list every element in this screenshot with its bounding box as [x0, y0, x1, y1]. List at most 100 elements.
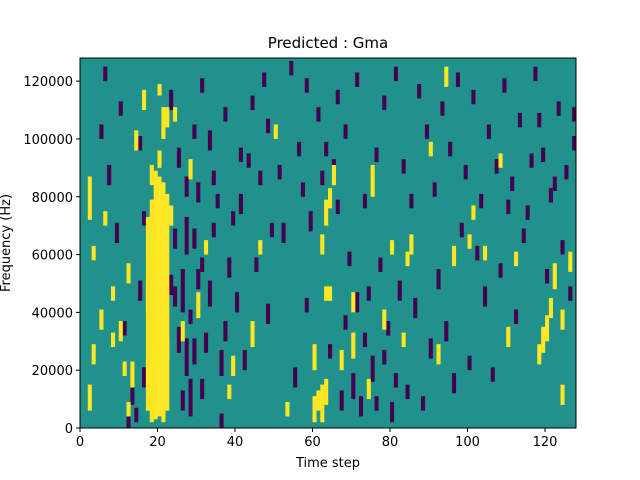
heatmap-cell-low [169, 89, 174, 111]
heatmap-cell-high [366, 378, 371, 400]
heatmap-cell-high [370, 164, 375, 197]
heatmap-cell-low [308, 211, 313, 232]
heatmap-cell-low [517, 112, 522, 128]
heatmap-cell-low [343, 124, 348, 139]
heatmap-cell-high [328, 188, 333, 209]
heatmap-cell-low [479, 193, 484, 209]
heatmap-cell-high [514, 251, 519, 267]
heatmap-cell-high [157, 150, 162, 168]
heatmap-cell-low [103, 66, 108, 82]
x-tick-label: 80 [382, 435, 399, 450]
heatmap-plot-area [79, 57, 577, 429]
heatmap-cell-high [165, 193, 170, 411]
heatmap-cell-high [165, 338, 170, 359]
heatmap-cell-high [339, 349, 344, 371]
heatmap-cell-low [475, 245, 480, 261]
heatmap-cell-low [269, 222, 274, 238]
y-tick-label: 80000 [32, 191, 73, 206]
heatmap-cell-low [390, 401, 395, 423]
heatmap-cell-low [455, 72, 460, 87]
heatmap-cell-high [320, 234, 325, 255]
heatmap-cell-low [180, 269, 185, 313]
heatmap-cell-high [165, 107, 170, 128]
heatmap-cell-low [510, 176, 515, 191]
heatmap-cell-high [173, 107, 178, 122]
heatmap-cell-high [560, 384, 565, 405]
heatmap-cell-high [161, 222, 166, 249]
heatmap-cell-high [382, 309, 387, 330]
heatmap-cell-low [242, 349, 247, 371]
heatmap-cell-low [211, 222, 216, 238]
heatmap-cell-low [459, 222, 464, 238]
heatmap-cell-low [448, 141, 453, 157]
heatmap-cell-low [207, 280, 212, 307]
heatmap-cell-low [374, 147, 379, 163]
heatmap-cell-low [231, 211, 236, 226]
heatmap-cell-low [572, 136, 577, 151]
heatmap-cell-low [436, 269, 441, 290]
heatmap-cell-high [126, 263, 131, 284]
heatmap-cell-low [118, 101, 123, 116]
y-tick-label: 120000 [23, 75, 73, 90]
heatmap-cell-low [304, 297, 309, 313]
heatmap-cell-low [266, 303, 271, 324]
heatmap-cell-low [211, 170, 216, 186]
heatmap-cell-low [452, 373, 457, 394]
heatmap-cell-low [254, 257, 259, 272]
x-tick-label: 20 [149, 435, 166, 450]
heatmap-cell-low [393, 373, 398, 388]
heatmap-cell-high [204, 240, 209, 255]
heatmap-cell-high [401, 332, 406, 348]
heatmap-cell-high [134, 130, 139, 151]
heatmap-cell-low [176, 147, 181, 168]
heatmap-cell-low [173, 286, 178, 307]
heatmap-cell-low [192, 338, 197, 365]
heatmap-cell-low [537, 112, 542, 128]
heatmap-cell-low [250, 95, 255, 111]
heatmap-cell-low [405, 384, 410, 400]
heatmap-cell-low [281, 222, 286, 243]
heatmap-cell-high [560, 309, 565, 330]
heatmap-cell-low [134, 407, 139, 423]
heatmap-cell-low [300, 182, 305, 197]
heatmap-cell-low [219, 349, 224, 376]
heatmap-cell-low [204, 332, 209, 353]
heatmap-cell-low [126, 413, 131, 428]
heatmap-cell-high [409, 234, 414, 255]
heatmap-cell-high [142, 89, 147, 111]
heatmap-cell-low [355, 292, 360, 313]
heatmap-cell-low [200, 78, 205, 93]
heatmap-cell-high [331, 164, 336, 186]
heatmap-cell-low [238, 147, 243, 163]
heatmap-cell-low [176, 326, 181, 353]
heatmap-cell-high [320, 384, 325, 423]
heatmap-cell-low [328, 344, 333, 359]
heatmap-cell-low [320, 170, 325, 186]
heatmap-cell-low [215, 193, 220, 209]
heatmap-cell-low [533, 66, 538, 82]
heatmap-cell-high [122, 361, 127, 376]
heatmap-cell-low [366, 286, 371, 301]
heatmap-cell-high [111, 332, 116, 348]
heatmap-cell-high [273, 124, 278, 139]
heatmap-cell-high [99, 309, 104, 330]
heatmap-cell-high [153, 344, 158, 365]
x-tick-label: 60 [304, 435, 321, 450]
y-tick-label: 100000 [23, 133, 73, 148]
heatmap-cell-low [370, 355, 375, 382]
heatmap-cell-high [548, 297, 553, 319]
heatmap-cell-low [107, 164, 112, 186]
heatmap-cell-low [506, 199, 511, 215]
heatmap-cell-low [440, 101, 445, 116]
heatmap-cell-low [142, 367, 147, 388]
heatmap-cell-low [471, 89, 476, 105]
heatmap-cell-low [223, 321, 228, 342]
heatmap-cell-low [266, 118, 271, 134]
heatmap-cell-low [297, 141, 302, 157]
heatmap-cell-high [258, 240, 263, 255]
y-tick-label: 20000 [32, 364, 73, 379]
heatmap-cell-high [130, 361, 135, 388]
heatmap-cell-low [362, 332, 367, 348]
heatmap-cell-low [521, 228, 526, 243]
heatmap-cell-high [471, 205, 476, 220]
